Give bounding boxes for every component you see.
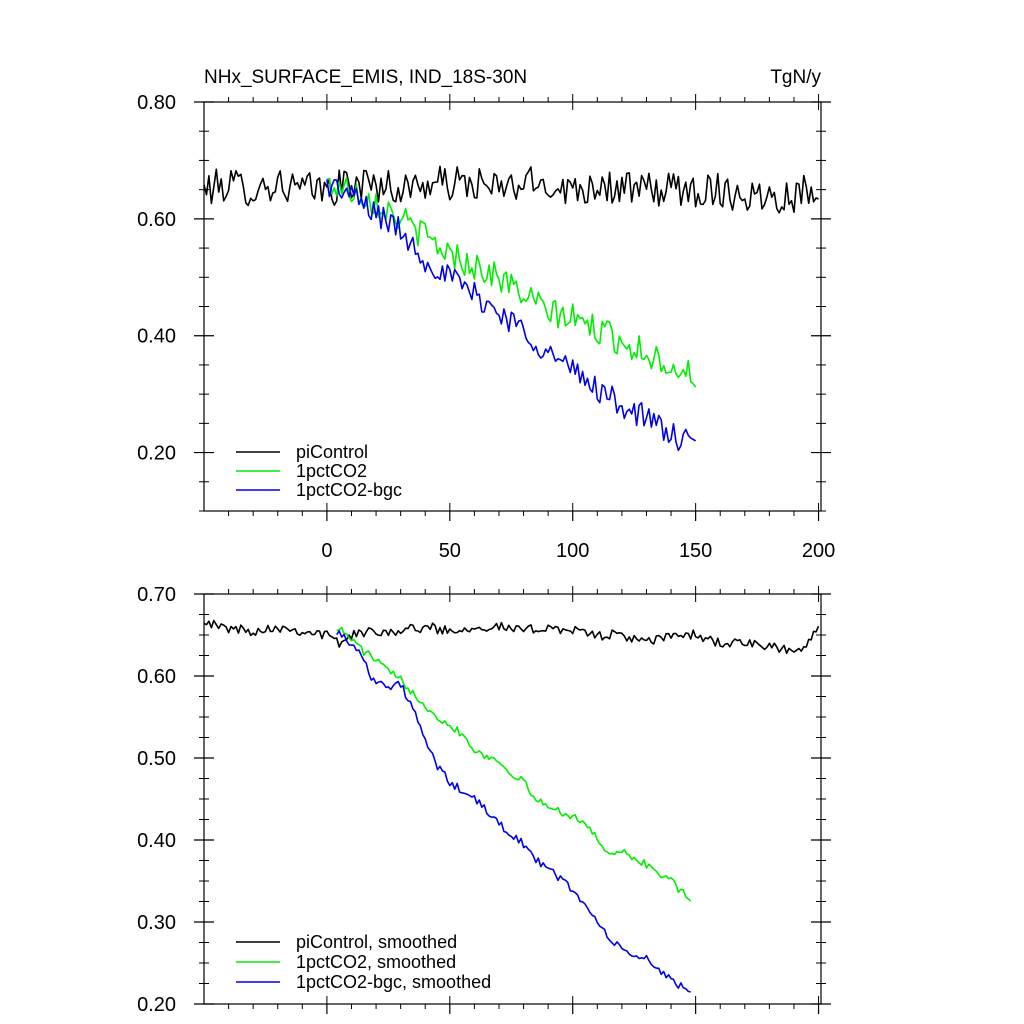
tick-group [194, 94, 831, 521]
tick-label-group: 0.20 0.30 0.40 0.50 0.60 0.70 [137, 584, 176, 1016]
series-line-picontrol [203, 165, 819, 214]
units-label: TgN/y [770, 67, 821, 88]
series-line-1pctco2 [326, 176, 697, 388]
x-tick-label: 200 [802, 540, 835, 562]
legend-label: 1pctCO2 [296, 461, 367, 481]
x-tick-label: 50 [439, 540, 461, 562]
y-tick-label: 0.60 [137, 209, 176, 231]
legend-label: 1pctCO2-bgc, smoothed [296, 972, 491, 992]
top-panel: NHx_SURFACE_EMIS, IND_18S-30N TgN/y 0 50 1… [137, 67, 835, 562]
legend-label: piControl [296, 442, 368, 462]
y-tick-label: 0.50 [137, 748, 176, 770]
x-tick-label: 0 [321, 540, 332, 562]
legend-label: 1pctCO2-bgc [296, 480, 402, 500]
series-line-1pctco2-bgc-smoothed [336, 630, 691, 993]
x-tick-label: 150 [679, 540, 712, 562]
y-tick-label: 0.40 [137, 830, 176, 852]
chart-title: NHx_SURFACE_EMIS, IND_18S-30N [204, 67, 527, 88]
legend-label: piControl, smoothed [296, 932, 457, 952]
series-group [203, 619, 820, 993]
series-group [203, 165, 819, 452]
x-tick-label: 100 [556, 540, 589, 562]
y-tick-label: 0.80 [137, 92, 176, 114]
y-tick-label: 0.60 [137, 666, 176, 688]
y-tick-label: 0.70 [137, 584, 176, 606]
tick-group [194, 586, 831, 1014]
y-tick-label: 0.30 [137, 912, 176, 934]
y-tick-label: 0.20 [137, 443, 176, 465]
bottom-panel: 0.20 0.30 0.40 0.50 0.60 0.70 piControl, smoo… [137, 584, 831, 1016]
y-tick-label: 0.40 [137, 326, 176, 348]
y-tick-label: 0.20 [137, 994, 176, 1016]
series-line-1pctco2-bgc [326, 179, 697, 452]
series-line-picontrol-smoothed [203, 619, 820, 655]
legend-label: 1pctCO2, smoothed [296, 952, 456, 972]
tick-label-group: 0 50 100 150 200 0.20 0.40 0.60 0.80 [137, 92, 835, 562]
series-line-1pctco2-smoothed [336, 626, 692, 902]
